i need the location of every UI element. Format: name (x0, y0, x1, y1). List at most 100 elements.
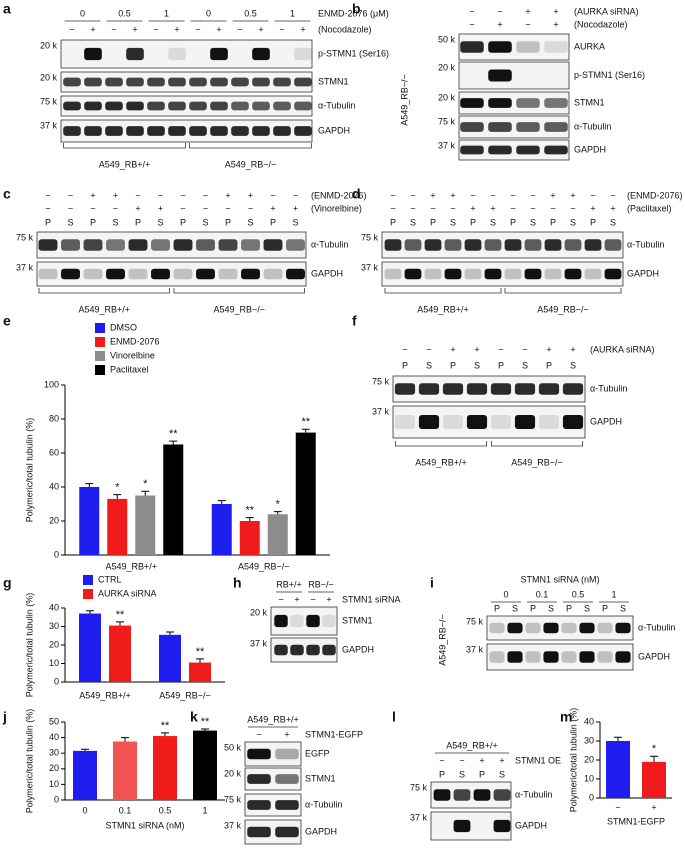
header-item: P (439, 769, 445, 779)
header-item: 1 (611, 589, 616, 599)
header-item: + (590, 203, 595, 213)
header-item: P (530, 603, 536, 613)
header-item: P (225, 217, 231, 227)
header-item: S (112, 217, 118, 227)
header-item: 0 (206, 8, 211, 18)
significance: ** (161, 720, 170, 732)
header-item: − (510, 203, 515, 213)
row-label: α-Tubulin (574, 121, 611, 131)
y-tick-label: 40 (49, 481, 59, 491)
header-item: + (550, 190, 555, 200)
y-axis-label: Polymeric/total tubulin (%) (568, 708, 578, 813)
header-item: + (284, 729, 289, 739)
header-item: − (113, 203, 118, 213)
header-item: P (498, 360, 504, 370)
band (83, 239, 103, 251)
band (384, 268, 402, 280)
header-item: − (498, 344, 503, 354)
group-bracket (384, 288, 502, 294)
band (564, 239, 582, 251)
band (294, 101, 312, 111)
error-bar (301, 428, 310, 433)
bar (79, 487, 100, 555)
band (562, 414, 584, 430)
band (488, 41, 512, 53)
band (263, 239, 283, 251)
panel-letter: g (3, 575, 12, 591)
header-item: + (546, 344, 551, 354)
header-item: S (584, 603, 590, 613)
band (274, 614, 288, 628)
error-bar (161, 732, 169, 737)
band (584, 268, 602, 280)
header-item: + (216, 24, 221, 34)
x-tick-label: A549_RB−/− (238, 561, 290, 571)
header-label: STMN1 OE (515, 755, 561, 765)
header-item: − (68, 203, 73, 213)
size-marker: 75 k (410, 782, 428, 792)
band (460, 41, 484, 53)
header-item: + (553, 6, 558, 16)
band (126, 77, 144, 87)
band (564, 268, 582, 280)
header-item: P (494, 603, 500, 613)
band (525, 622, 541, 634)
side-label: A549_RB−/− (399, 74, 409, 126)
header-item: + (135, 203, 140, 213)
bar (295, 432, 316, 555)
header-item: S (522, 360, 528, 370)
error-bar (86, 610, 94, 614)
header-item: S (570, 217, 576, 227)
y-tick-label: 30 (49, 621, 59, 631)
header-item: P (566, 603, 572, 613)
group-label: A549_RB+/+ (78, 304, 130, 314)
significance: * (143, 478, 148, 490)
band (38, 268, 58, 280)
header-item: + (497, 19, 502, 29)
header-item: − (426, 344, 431, 354)
header-item: − (69, 24, 74, 34)
panel-letter: h (233, 575, 242, 591)
header-item: S (202, 217, 208, 227)
band (210, 77, 228, 87)
header-item: + (525, 6, 530, 16)
group-label: A549_RB−/− (213, 304, 265, 314)
band (544, 122, 568, 132)
group-label: A549_RB−/− (537, 304, 589, 314)
band (488, 145, 512, 155)
x-tick-label: 0 (82, 805, 87, 815)
blot-frame (60, 119, 313, 143)
band (241, 268, 260, 280)
row-label: AURKA (574, 41, 605, 51)
band (105, 101, 123, 111)
size-marker: 75 k (466, 616, 484, 626)
header-item: S (426, 360, 432, 370)
y-tick-label: 80 (49, 413, 59, 423)
significance: ** (201, 716, 210, 728)
header-item: P (590, 217, 596, 227)
band (275, 800, 299, 810)
band (151, 268, 170, 280)
bar (113, 741, 137, 800)
size-marker: 75 k (16, 232, 34, 242)
header-item: S (610, 217, 616, 227)
band (561, 622, 577, 634)
band (84, 77, 102, 87)
panel-letter: e (3, 313, 11, 329)
size-marker: 20 k (224, 768, 242, 778)
band (168, 47, 186, 61)
header-item: − (135, 190, 140, 200)
band (604, 239, 622, 251)
legend-label: ENMD-2076 (110, 336, 160, 346)
band (514, 414, 536, 430)
band (231, 77, 249, 87)
header-label: STMN1-EGFP (305, 729, 363, 739)
legend-swatch (83, 575, 93, 585)
header-item: − (293, 190, 298, 200)
header-item: P (402, 360, 408, 370)
group-label: A549_RB+/+ (99, 159, 151, 169)
panel-letter: b (352, 1, 361, 17)
row-label: α-Tubulin (305, 799, 342, 809)
y-tick-label: 10 (49, 658, 59, 668)
header-item: − (410, 203, 415, 213)
